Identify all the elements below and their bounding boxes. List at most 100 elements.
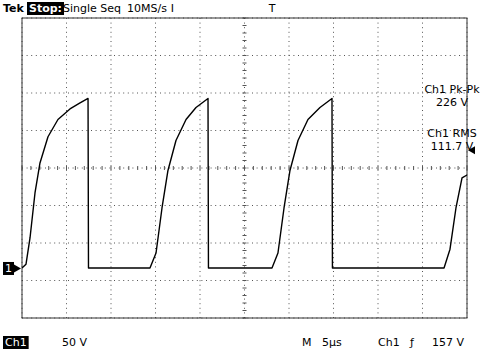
minor-tick	[243, 123, 247, 124]
minor-tick	[243, 310, 247, 311]
minor-tick	[243, 243, 247, 244]
readout-text: Ch1	[378, 336, 400, 349]
readout-text: 157 V	[432, 336, 464, 349]
minor-tick	[243, 273, 247, 274]
minor-tick	[243, 205, 247, 206]
minor-tick	[458, 166, 459, 170]
minor-tick	[243, 70, 247, 71]
minor-tick	[243, 303, 247, 304]
minor-tick	[333, 166, 334, 170]
minor-tick	[155, 166, 156, 170]
minor-tick	[253, 166, 254, 170]
readout-text: 226 V	[436, 96, 468, 109]
readout-text: ƒ	[409, 336, 415, 349]
minor-tick	[243, 108, 247, 109]
minor-tick	[128, 166, 129, 170]
minor-tick	[137, 166, 138, 170]
grid-line-x	[155, 18, 156, 318]
minor-tick	[386, 166, 387, 170]
minor-tick	[243, 198, 247, 199]
readout-text: 111.7 V	[431, 140, 474, 153]
minor-tick	[93, 166, 94, 170]
readout-text: 5µs	[322, 336, 342, 349]
minor-tick	[217, 166, 218, 170]
minor-tick	[173, 166, 174, 170]
readout-text: Stop:	[29, 2, 62, 15]
minor-tick	[243, 145, 247, 146]
minor-tick	[280, 166, 281, 170]
minor-tick	[243, 40, 247, 41]
minor-tick	[431, 166, 432, 170]
center-minor-ticks	[22, 18, 467, 318]
minor-tick	[243, 168, 247, 169]
minor-tick	[111, 166, 112, 170]
minor-tick	[243, 25, 247, 26]
minor-tick	[243, 130, 247, 131]
minor-tick	[262, 166, 263, 170]
grid-line-x	[289, 18, 290, 318]
readout-text: Ch1 RMS	[427, 127, 476, 140]
minor-tick	[422, 166, 423, 170]
minor-tick	[243, 250, 247, 251]
grid-line-x	[422, 18, 423, 318]
minor-tick	[369, 166, 370, 170]
readout-text: Single Seq	[63, 2, 121, 15]
scope-screen: TekStop:Single Seq10MS/sCh1 Pk-Pk226 VCh…	[0, 0, 499, 361]
minor-tick	[342, 166, 343, 170]
inverse-box	[27, 2, 64, 15]
grid-line-x	[200, 18, 201, 318]
minor-tick	[243, 63, 247, 64]
minor-tick	[360, 166, 361, 170]
grid-line-x	[66, 18, 67, 318]
grid-line-x	[333, 18, 334, 318]
minor-tick	[243, 85, 247, 86]
minor-tick	[243, 228, 247, 229]
minor-tick	[84, 166, 85, 170]
readout-text: 50 V	[62, 336, 87, 349]
minor-tick	[440, 166, 441, 170]
readout-text: Ch1 Pk-Pk	[424, 83, 480, 96]
minor-tick	[297, 166, 298, 170]
minor-tick	[243, 33, 247, 34]
minor-tick	[243, 295, 247, 296]
minor-tick	[243, 280, 247, 281]
minor-tick	[289, 166, 290, 170]
minor-tick	[243, 48, 247, 49]
minor-tick	[57, 166, 58, 170]
minor-tick	[243, 190, 247, 191]
readout-text: M	[302, 336, 312, 349]
minor-tick	[243, 213, 247, 214]
readout-text: T	[268, 2, 276, 15]
minor-tick	[243, 235, 247, 236]
inverse-box	[3, 262, 14, 275]
trace-group	[22, 98, 467, 268]
minor-tick	[243, 265, 247, 266]
minor-tick	[449, 166, 450, 170]
minor-tick	[243, 153, 247, 154]
minor-tick	[351, 166, 352, 170]
minor-tick	[243, 220, 247, 221]
minor-tick	[66, 166, 67, 170]
minor-tick	[243, 183, 247, 184]
minor-tick	[243, 100, 247, 101]
grid-line-y	[22, 93, 467, 94]
minor-tick	[271, 166, 272, 170]
minor-tick	[243, 138, 247, 139]
readout-text: I	[171, 2, 174, 15]
plot-frame	[22, 18, 467, 318]
minor-tick	[226, 166, 227, 170]
minor-tick	[243, 78, 247, 79]
grid-line-x	[111, 18, 112, 318]
background	[0, 0, 499, 361]
minor-tick	[30, 166, 31, 170]
minor-tick	[200, 166, 201, 170]
minor-tick	[75, 166, 76, 170]
minor-tick	[119, 166, 120, 170]
minor-tick	[404, 166, 405, 170]
minor-tick	[306, 166, 307, 170]
minor-tick	[243, 175, 247, 176]
minor-tick	[48, 166, 49, 170]
minor-tick	[235, 166, 236, 170]
minor-tick	[243, 160, 247, 161]
minor-tick	[243, 258, 247, 259]
